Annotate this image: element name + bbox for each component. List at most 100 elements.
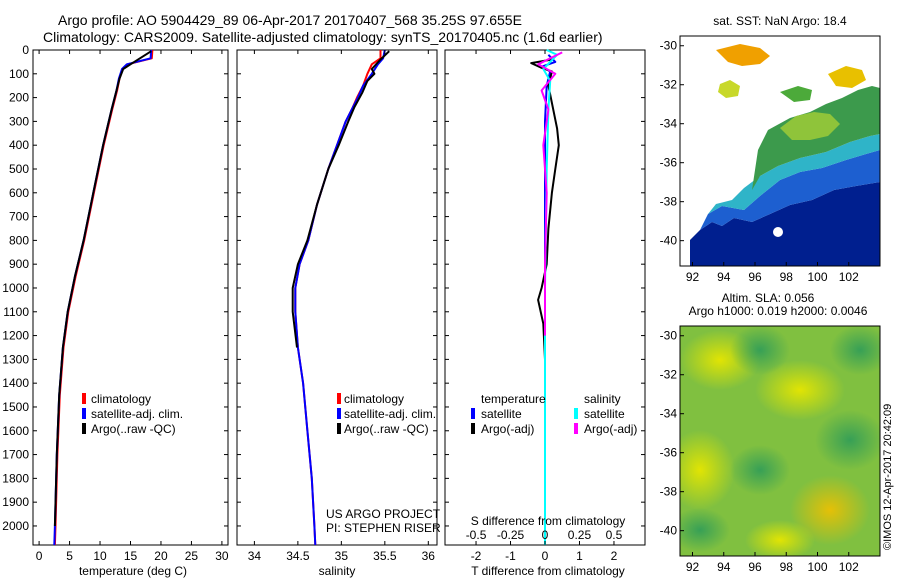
temperature-plot-frame [32,49,229,546]
sla-low-patch [730,326,790,375]
lon-tick-label: 102 [839,270,859,284]
sst-yellow-green-patch [780,112,840,140]
sst-map-panel: sat. SST: NaN Argo: 18.4 -30 -32 -34 -36 -38… [660,14,881,284]
sla-map-field [680,326,880,556]
x-tick-label: 15 [124,549,138,563]
sla-longitude-ticks: 92 94 96 98 100 102 [686,552,859,574]
legend-label-argo: Argo(..raw -QC) [91,422,176,436]
x-tick-label: -2 [471,549,482,563]
series-line-salinity-satellite [542,49,559,545]
series-line-climatology [294,50,382,546]
x-tick-label: 30 [215,549,229,563]
sst-mid-blue-region [700,150,880,230]
legend-title-temperature: temperature [481,392,546,406]
sst-green-patch [780,86,812,102]
salinity-series-group [291,49,390,546]
salinity-axis-label: salinity [319,564,356,578]
lon-tick-label: 96 [748,270,762,284]
sla-latitude-ticks: -30 -32 -34 -36 -38 -40 [660,329,684,538]
temperature-axis-label: temperature (deg C) [79,564,187,578]
lon-tick-label: 102 [839,560,859,574]
series-line-climatology [53,49,154,546]
difference-profile-panel: -2 -1 0 1 2 -0.5 -0.25 0 0.25 0.5 S difference f… [444,49,646,578]
salinity-profile-panel: 34 34.5 35 35.5 36 salinity climatology sate… [236,49,441,578]
sst-map-frame [679,35,881,267]
lat-tick-label: -32 [660,368,678,382]
depth-tick-label: 1100 [3,305,29,319]
depth-tick-label: 800 [9,233,29,247]
x-tick-label: 0 [542,549,549,563]
legend-swatch-satellite [337,408,341,419]
sst-dark-blue-region [690,182,880,266]
lat-tick-label: -40 [660,234,678,248]
project-name: US ARGO PROJECT [326,507,441,521]
figure-title-line1: Argo profile: AO 5904429_89 06-Apr-2017 … [58,12,522,28]
depth-tick-label: 1300 [2,352,29,366]
s-difference-axis-ticks: -0.5 -0.25 0 0.25 0.5 [466,528,623,542]
lon-tick-label: 100 [807,270,827,284]
sla-map-subtitle: Argo h1000: 0.019 h2000: 0.0046 [689,304,868,318]
lat-tick-label: -34 [660,407,678,421]
lat-tick-label: -34 [660,117,678,131]
x-tick-label: 36 [422,549,436,563]
sst-latitude-ticks: -30 -32 -34 -36 -38 -40 [660,39,684,248]
salinity-legend: climatology satellite-adj. clim. Argo(..… [337,392,436,436]
lat-tick-label: -32 [660,78,678,92]
legend-label-satellite: satellite-adj. clim. [344,407,436,421]
sst-orange-region-2 [828,66,866,88]
temperature-series-group [53,49,154,546]
salinity-depth-ticks [237,49,437,527]
legend-label-t-argo: Argo(-adj) [481,422,534,436]
lat-tick-label: -36 [660,156,678,170]
sla-high-patch [790,475,870,545]
lat-tick-label: -38 [660,195,678,209]
depth-tick-label: 0 [22,43,29,57]
depth-tick-label: 1500 [2,400,29,414]
lon-tick-label: 96 [748,560,762,574]
lon-tick-label: 98 [780,560,794,574]
difference-series-group [530,49,563,545]
lat-tick-label: -36 [660,446,678,460]
imos-watermark: ©IMOS 12-Apr-2017 20:42:09 [882,404,894,550]
depth-tick-label: 1400 [2,376,29,390]
salinity-axis-ticks: 34 34.5 35 35.5 36 [248,50,436,563]
lon-tick-label: 94 [717,270,731,284]
legend-label-climatology: climatology [344,392,404,406]
lat-tick-label: -30 [660,329,678,343]
sst-longitude-ticks: 92 94 96 98 100 102 [686,262,859,284]
s-diff-tick-label: 0.25 [568,528,592,542]
legend-swatch-s-argo [574,423,578,434]
legend-swatch-s-satellite [574,408,578,419]
lon-tick-label: 98 [780,270,794,284]
legend-label-s-argo: Argo(-adj) [584,422,637,436]
legend-swatch-argo [82,423,86,434]
legend-swatch-argo [337,423,341,434]
legend-swatch-t-argo [471,423,475,434]
legend-swatch-satellite [82,408,86,419]
x-tick-label: 34 [248,549,262,563]
legend-label-t-satellite: satellite [481,407,522,421]
x-tick-label: 2 [611,549,618,563]
legend-swatch-climatology [337,393,341,404]
s-diff-tick-label: -0.25 [497,528,525,542]
legend-swatch-climatology [82,393,86,404]
depth-tick-label: 600 [9,186,29,200]
sla-high-patch [745,520,815,556]
lon-tick-label: 94 [717,560,731,574]
depth-axis-ticks: 0 100 200 300 400 500 600 700 800 900 1000 1100 1200… [2,43,228,533]
x-tick-label: 25 [185,549,199,563]
sla-map-frame [679,325,881,557]
sst-cyan-region [708,134,880,214]
x-tick-label: 34.5 [286,549,310,563]
lon-tick-label: 92 [686,270,700,284]
x-tick-label: -1 [505,549,516,563]
sla-low-patch [815,410,880,470]
depth-tick-label: 1900 [2,495,29,509]
x-tick-label: 10 [93,549,107,563]
series-line-satellite-adj-clim [53,49,153,546]
depth-tick-label: 1700 [2,448,29,462]
legend-label-argo: Argo(..raw -QC) [344,422,429,436]
sst-land-dot [773,227,783,237]
series-line-argo-raw-qc [53,50,152,527]
depth-tick-label: 2000 [2,519,29,533]
